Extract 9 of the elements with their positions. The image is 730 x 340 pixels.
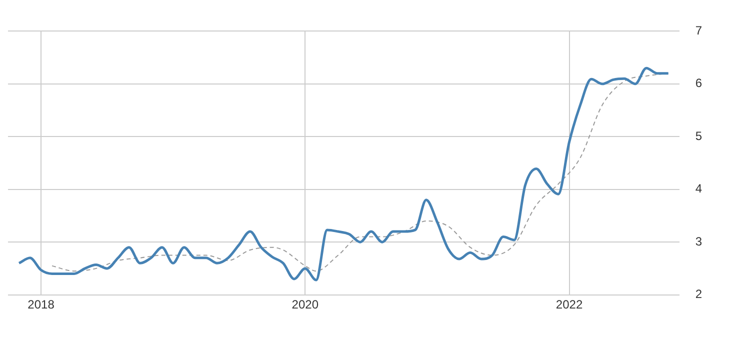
y-tick-label: 5 xyxy=(695,128,702,143)
y-tick-label: 4 xyxy=(695,182,702,196)
y-tick-label: 6 xyxy=(695,76,702,90)
x-tick-label: 2020 xyxy=(292,297,319,312)
y-tick-label: 2 xyxy=(695,287,702,302)
y-tick-label: 3 xyxy=(695,234,702,248)
y-tick-label: 7 xyxy=(695,24,702,38)
x-tick-label: 2018 xyxy=(28,297,55,312)
x-tick-label: 2022 xyxy=(556,297,583,312)
